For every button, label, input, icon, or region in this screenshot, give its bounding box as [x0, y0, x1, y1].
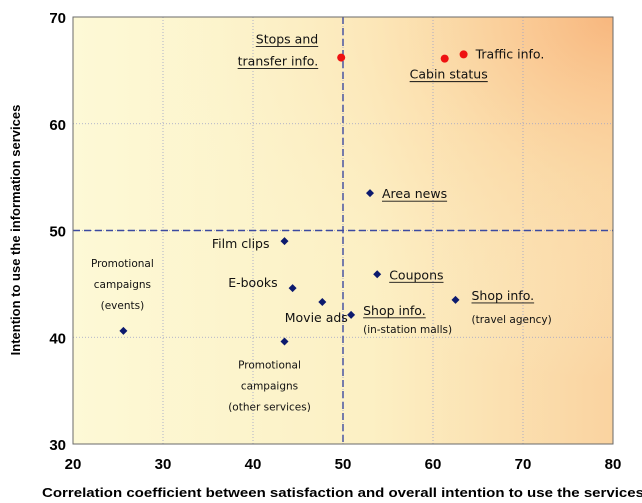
y-tick-label: 60: [49, 117, 66, 134]
x-tick-label: 50: [335, 456, 352, 473]
x-tick-label: 30: [155, 456, 172, 473]
point-label: (events): [101, 300, 145, 312]
x-tick-label: 70: [515, 456, 532, 473]
point-label: E-books: [228, 275, 277, 290]
x-tick-label: 60: [425, 456, 442, 473]
point-label: transfer info.: [238, 54, 319, 69]
point-label: Cabin status: [410, 67, 488, 82]
x-tick-label: 20: [65, 456, 82, 473]
point-label: (travel agency): [472, 314, 552, 326]
data-point: [459, 50, 468, 59]
y-tick-label: 50: [49, 224, 66, 241]
point-label: Coupons: [389, 267, 443, 282]
axis-tick-labels: 20 30 40 50 60 70 80 30 40 50 60 70: [49, 10, 621, 473]
point-label: (other services): [228, 402, 311, 414]
point-label: Area news: [382, 186, 447, 201]
data-point: [373, 270, 382, 279]
point-label: Stops and: [256, 32, 318, 47]
data-point: [337, 53, 346, 62]
y-tick-label: 40: [49, 330, 66, 347]
y-axis-title: Intention to use the information service…: [8, 105, 23, 356]
data-point: [280, 237, 289, 246]
data-point: [318, 298, 327, 307]
point-label: Shop info.: [472, 288, 535, 303]
data-point: [288, 284, 297, 293]
point-label: Film clips: [212, 236, 270, 251]
point-label: (in-station malls): [363, 324, 452, 336]
x-tick-label: 80: [605, 456, 622, 473]
point-label: campaigns: [94, 279, 151, 291]
x-axis-title: Correlation coefficient between satisfac…: [42, 485, 642, 500]
point-label: Promotional: [238, 360, 301, 372]
point-label: Movie ads: [285, 310, 348, 325]
data-point: [451, 295, 460, 304]
data-point: [119, 326, 128, 335]
plot-frame: [72, 16, 614, 445]
point-label: Traffic info.: [475, 46, 545, 61]
y-tick-label: 30: [49, 437, 66, 454]
point-label: campaigns: [241, 381, 298, 393]
point-labels: Stops and transfer info. Cabin status Traff…: [91, 32, 552, 414]
y-tick-label: 70: [49, 10, 66, 27]
data-points: [119, 50, 468, 346]
data-point: [347, 310, 356, 319]
point-label: Shop info.: [363, 303, 426, 318]
data-point: [440, 54, 449, 63]
data-point: [280, 337, 289, 346]
point-label: Promotional: [91, 258, 154, 270]
x-tick-label: 40: [245, 456, 262, 473]
quadrant-dividers: [73, 17, 613, 444]
data-point: [366, 189, 374, 198]
